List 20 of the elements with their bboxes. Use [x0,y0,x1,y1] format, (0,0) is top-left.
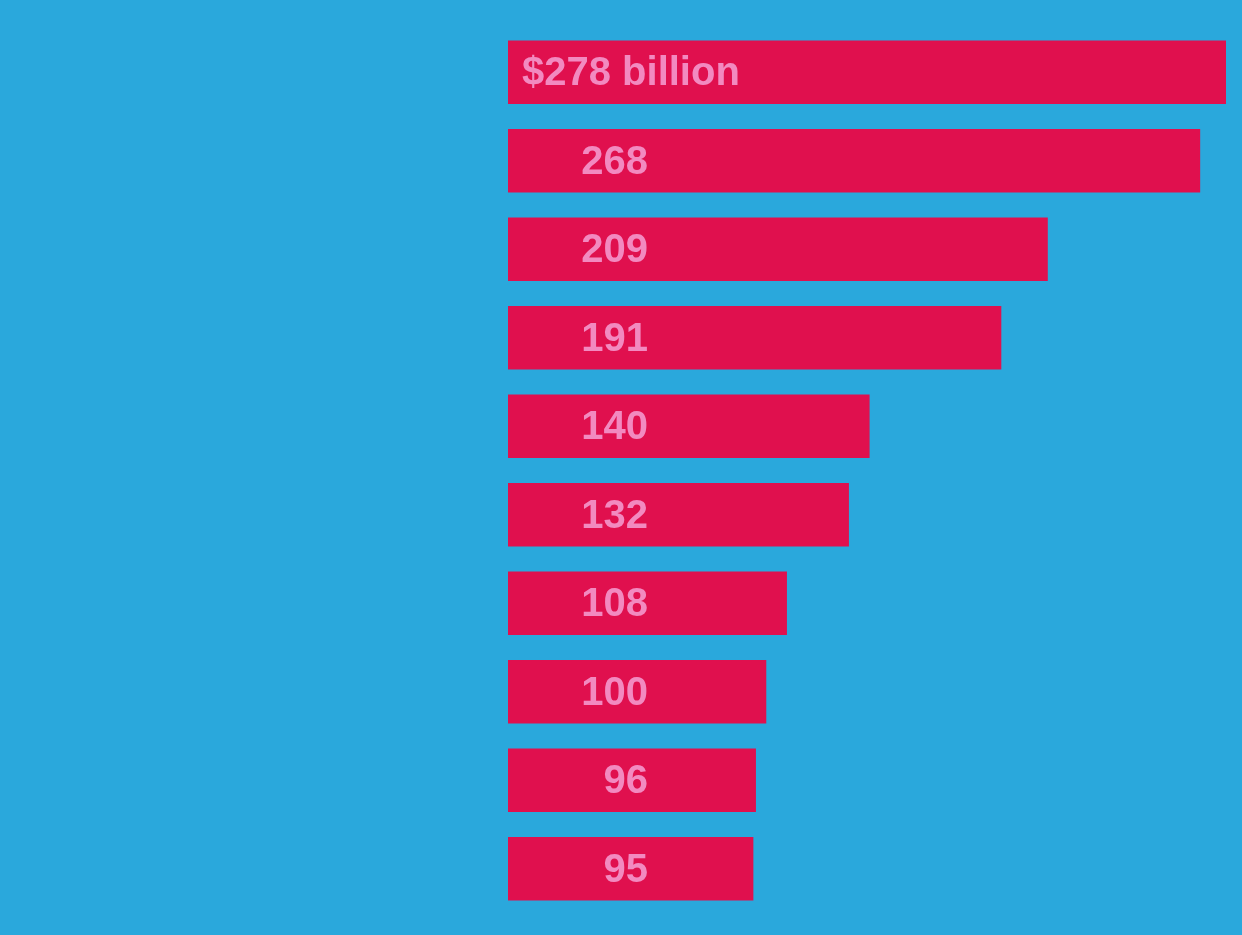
data-label: $278 billion [522,49,740,94]
bar [508,659,767,724]
data-label: 100 [581,668,649,713]
bar [508,748,756,813]
bar [508,40,1226,105]
data-label: 268 [581,137,649,182]
data-label: 96 [603,757,649,802]
data-label: 132 [581,491,649,536]
bar [508,128,1201,193]
bar [508,571,787,636]
data-label: 209 [581,226,649,271]
bar [508,482,849,547]
bar [508,217,1048,282]
bar [508,836,754,901]
bar [508,305,1002,370]
bar [508,394,870,459]
data-label: 95 [603,845,649,890]
data-label: 108 [581,580,649,625]
data-label: 191 [581,314,649,359]
data-label: 140 [581,403,649,448]
